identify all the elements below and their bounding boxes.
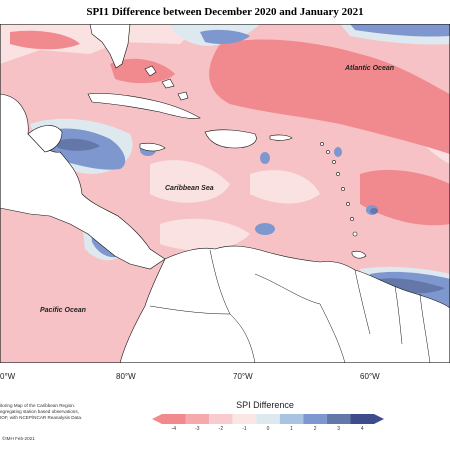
lon-label-60w: 60°W (360, 372, 380, 381)
legend-tick-label: -1 (242, 426, 247, 432)
legend-swatch (152, 414, 186, 424)
pacific-ocean-label: Pacific Ocean (40, 307, 86, 314)
puerto-rico (269, 134, 293, 141)
legend-swatch (209, 414, 233, 424)
jamaica (139, 142, 166, 152)
lon-label-70w: 70°W (233, 372, 253, 381)
legend-tick-label: -2 (218, 426, 224, 432)
legend-swatch (326, 414, 351, 424)
lon-label-80w: 80°W (116, 372, 136, 381)
credits-line: egregating station based observations, (0, 409, 79, 414)
lon-label-90w: 0°W (0, 372, 16, 381)
atlantic-ocean-label: Atlantic Ocean (344, 65, 394, 72)
legend-swatch (232, 414, 257, 424)
legend-tick-label: 3 (337, 426, 341, 432)
legend-title: SPI Difference (236, 400, 294, 410)
bahamas (144, 65, 157, 77)
legend-tick-label: 0 (266, 426, 270, 432)
legend-tick-label: 4 (360, 426, 364, 432)
legend-tick-label: -4 (171, 426, 176, 432)
yucatan (27, 125, 63, 153)
credits-line: itoring Map of the Caribbean Region. (0, 403, 76, 408)
credits-text: itoring Map of the Caribbean Region. egr… (0, 403, 150, 421)
legend-tick-label: 2 (313, 426, 317, 432)
country-borders (149, 249, 431, 363)
cuba (87, 93, 201, 119)
red-anomaly-areas (10, 30, 450, 226)
legend-tick-label: -3 (195, 426, 200, 432)
legend-swatch (279, 414, 304, 424)
spi-map: Atlantic Ocean Caribbean Sea Pacific Oce… (0, 24, 450, 363)
legend-swatch (185, 414, 210, 424)
credits-line: IOF, with NCEP/NCAR Reanalysis Data. (0, 415, 83, 420)
legend-tick-labels: -4 -3 -2 -1 0 1 2 3 4 (152, 426, 384, 434)
florida (89, 24, 131, 69)
legend-colorbar (152, 414, 384, 424)
islands (87, 65, 367, 259)
copyright-text: ©IMH Feb-2021 (2, 436, 35, 441)
caribbean-sea-label: Caribbean Sea (165, 185, 214, 192)
hispaniola (204, 129, 257, 149)
trinidad (351, 250, 367, 259)
map-title: SPI1 Difference between December 2020 an… (86, 6, 364, 18)
legend-swatch (303, 414, 327, 424)
legend-tick-label: 1 (290, 426, 293, 432)
land (0, 24, 450, 363)
legend-swatch (256, 414, 280, 424)
legend-swatch (350, 414, 384, 424)
